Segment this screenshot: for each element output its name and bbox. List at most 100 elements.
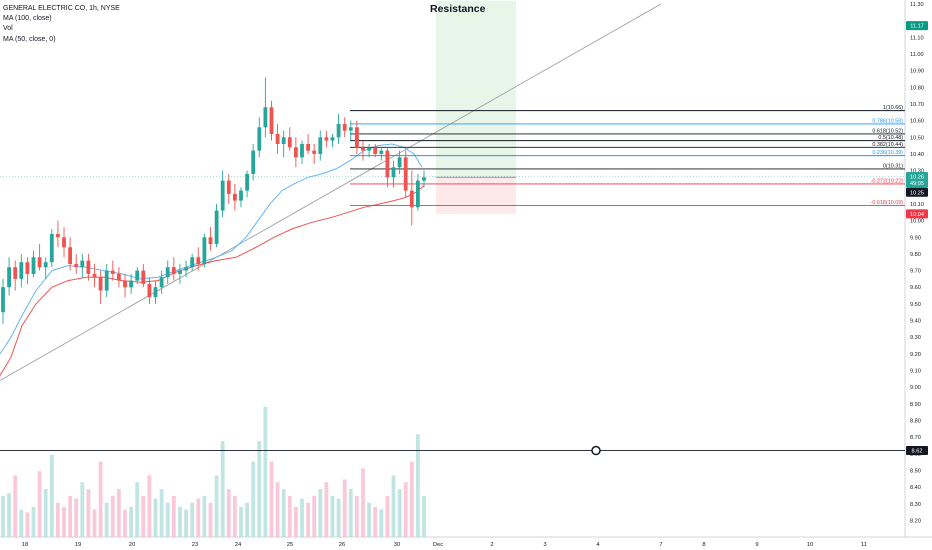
legend-volume[interactable]: Vol: [3, 25, 13, 33]
time-tick-label: 25: [287, 542, 293, 548]
volume-bar: [56, 502, 60, 538]
candle-body: [178, 270, 182, 274]
candle-body: [233, 193, 237, 201]
volume-bar: [123, 509, 127, 537]
time-tick-label: 18: [22, 542, 28, 548]
candle-body: [348, 127, 353, 131]
price-tick-label: 8.40: [910, 485, 921, 491]
volume-bar: [25, 512, 30, 537]
stop-zone: [436, 177, 516, 214]
candle-body: [300, 144, 304, 158]
candle-body: [62, 237, 66, 248]
fib-level-label: -0.272(10.22): [871, 178, 904, 184]
volume-bar: [287, 495, 292, 537]
candle-body: [330, 137, 335, 141]
volume-bar: [92, 509, 97, 537]
time-tick-label: 11: [861, 542, 867, 548]
price-tick-label: 10.70: [910, 102, 924, 108]
volume-bar: [342, 479, 347, 537]
ma100-line: [0, 185, 425, 376]
candle-body: [409, 190, 414, 208]
time-tick-label: 2: [490, 542, 493, 548]
volume-bar: [294, 506, 298, 537]
volume-bar: [281, 489, 286, 537]
candle-body: [19, 262, 24, 279]
price-tick-label: 10.00: [910, 219, 924, 225]
price-tick-label: 10.90: [910, 69, 924, 75]
volume-bar: [62, 506, 66, 537]
volume-bar: [422, 495, 426, 537]
price-tick-label: 11.30: [910, 2, 924, 8]
volume-bar: [196, 498, 201, 537]
volume-bar: [202, 495, 207, 537]
volume-bar: [68, 495, 72, 537]
volume-bar: [348, 489, 353, 537]
price-tick-label: 9.20: [910, 352, 921, 358]
volume-bar: [208, 502, 213, 538]
candle-body: [306, 144, 310, 151]
volume-bar: [49, 454, 54, 537]
volume-bar: [226, 489, 231, 537]
volume-bar: [184, 509, 188, 537]
candle-body: [251, 150, 256, 174]
time-tick-label: 7: [659, 542, 662, 548]
volume-bar: [409, 461, 414, 537]
candle-body: [147, 283, 152, 298]
price-tick-label: 9.60: [910, 285, 921, 291]
candle-body: [379, 150, 384, 154]
candle-body: [190, 257, 195, 268]
candle-body: [80, 260, 85, 268]
volume-bar: [385, 495, 390, 537]
candle-body: [1, 287, 5, 313]
volume-bar: [306, 502, 310, 538]
candle-body: [196, 257, 201, 264]
candle-body: [391, 167, 396, 178]
volume-bar: [318, 489, 323, 537]
price-tick-label: 8.30: [910, 502, 921, 508]
candle-body: [361, 147, 365, 151]
candle-body: [226, 180, 231, 194]
candle-body: [245, 173, 249, 191]
price-tick-label: 9.90: [910, 235, 921, 241]
candle-body: [159, 277, 164, 288]
volume-bar: [104, 502, 109, 538]
volume-bar: [214, 475, 219, 537]
candle-body: [275, 134, 280, 144]
fib-level-label: 0.236(10.39): [872, 150, 903, 156]
horizontal-line-handle: [591, 445, 601, 456]
price-tick-label: 9.40: [910, 319, 921, 325]
price-tick-label: 9.00: [910, 385, 921, 391]
candle-body: [110, 270, 115, 274]
volume-bar: [110, 495, 115, 537]
volume-bar: [257, 441, 262, 537]
candle-body: [269, 107, 274, 134]
candle-body: [37, 257, 42, 268]
price-tick-label: 9.70: [910, 269, 921, 275]
volume-bar: [403, 482, 408, 537]
volume-bar: [153, 498, 158, 537]
fib-level-label: 1(10.66): [883, 105, 903, 111]
candle-body: [7, 267, 11, 288]
price-tick-label: 8.20: [910, 519, 921, 525]
fib-level-label: 0.382(10.44): [872, 142, 903, 148]
legend-ma100[interactable]: MA (100, close): [3, 15, 52, 23]
candles: [1, 77, 426, 324]
volume-bar: [379, 509, 384, 537]
candle-body: [367, 147, 371, 151]
volume-bar: [165, 502, 170, 538]
candle-body: [336, 124, 341, 138]
symbol-line[interactable]: GENERAL ELECTRIC CO, 1h, NYSE: [3, 5, 120, 12]
price-tick-label: 10.80: [910, 85, 924, 91]
volume-bar: [13, 475, 18, 537]
candle-body: [68, 247, 72, 264]
volume-bar: [355, 495, 359, 537]
candle-body: [153, 287, 158, 298]
price-badge: [906, 21, 928, 31]
price-badge-label: 10.26: [910, 174, 924, 180]
candle-body: [165, 267, 170, 278]
volume-bar: [330, 495, 335, 537]
volume-bar: [117, 489, 121, 537]
legend-ma50[interactable]: MA (50, close, 0): [3, 35, 56, 43]
candle-body: [312, 150, 317, 154]
